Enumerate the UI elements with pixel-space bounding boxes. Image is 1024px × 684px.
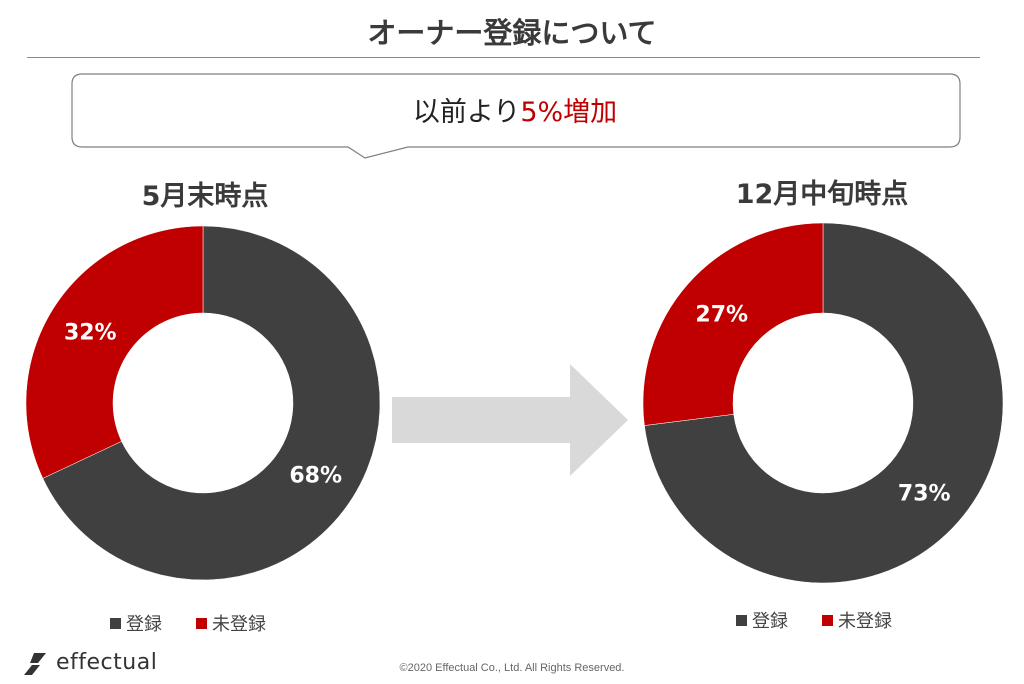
- legend-label: 登録: [752, 611, 788, 632]
- donut-slice-registered: [644, 222, 1004, 584]
- callout-prefix: 以前より: [412, 97, 521, 128]
- page-title: オーナー登録について: [367, 16, 657, 50]
- data-label: 32%: [64, 320, 117, 345]
- legend-item-unregistered: 未登録: [196, 610, 266, 636]
- logo-icon: [24, 652, 46, 675]
- data-label: 68%: [289, 464, 342, 489]
- effectual-logo: effectual: [24, 650, 157, 675]
- donut-slice-registered: [42, 225, 381, 581]
- legend-item-registered: 登録: [110, 610, 162, 636]
- legend-item-unregistered: 未登録: [822, 607, 892, 633]
- legend-item-registered: 登録: [736, 607, 788, 633]
- logo-text: effectual: [56, 650, 158, 675]
- legend-label: 登録: [126, 614, 162, 635]
- legend-swatch-unregistered: [822, 614, 833, 626]
- data-label: 27%: [695, 303, 748, 328]
- callout-highlight: 5%増加: [520, 97, 618, 128]
- legend-label: 未登録: [212, 614, 266, 635]
- legend-may: 登録 未登録: [110, 610, 300, 636]
- chart-title-december: 12月中旬時点: [735, 179, 909, 210]
- legend-label: 未登録: [838, 611, 892, 632]
- legend-swatch-registered: [110, 617, 121, 629]
- data-label: 73%: [898, 481, 951, 506]
- legend-december: 登録 未登録: [736, 607, 926, 633]
- donut-slice-unregistered: [642, 222, 824, 426]
- title-divider: [27, 57, 980, 58]
- legend-swatch-registered: [736, 614, 747, 626]
- callout-text: 以前より5%増加: [70, 90, 960, 129]
- chart-title-may: 5月末時点: [141, 181, 269, 212]
- copyright: ©2020 Effectual Co., Ltd. All Rights Res…: [399, 662, 625, 674]
- legend-swatch-unregistered: [196, 617, 207, 629]
- donut-slice-unregistered: [25, 225, 204, 479]
